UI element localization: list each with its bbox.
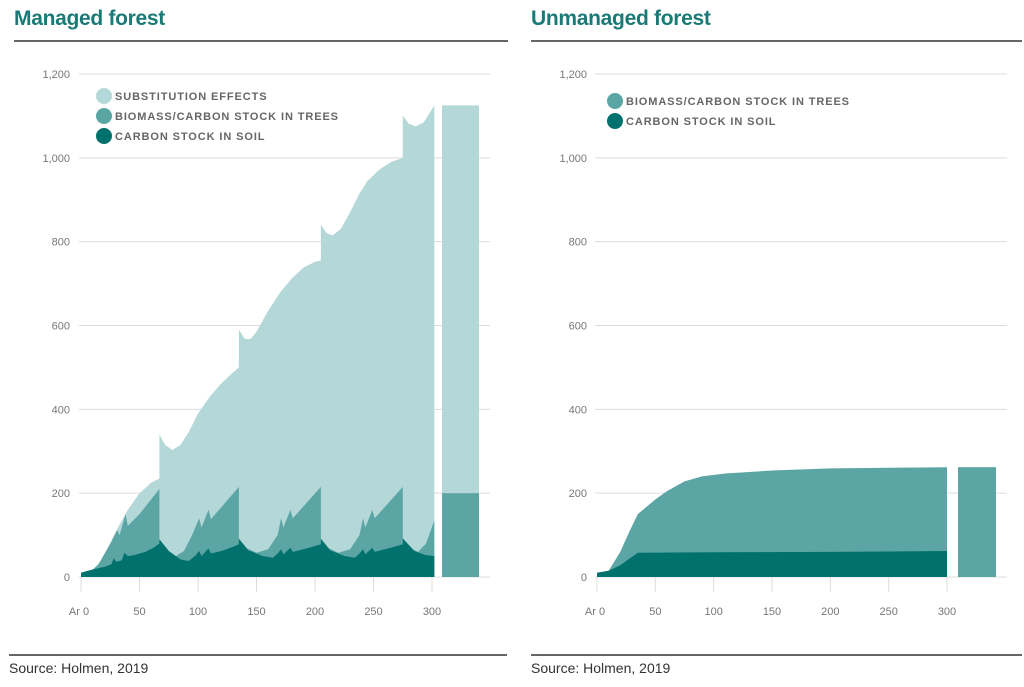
x-tick-label: 300 (423, 606, 441, 618)
y-tick-label: 400 (52, 404, 70, 416)
legend-label: CARBON STOCK IN SOIL (626, 116, 776, 128)
y-tick-label: 0 (581, 572, 587, 584)
managed-forest-title: Managed forest (14, 7, 165, 30)
x-tick-label: 250 (879, 606, 897, 618)
y-tick-label: 800 (52, 237, 70, 249)
legend-label: BIOMASS/CARBON STOCK IN TREES (626, 96, 850, 108)
legend-swatch-soil (607, 113, 623, 129)
x-tick-label: 200 (821, 606, 839, 618)
source-note-right: Source: Holmen, 2019 (531, 660, 671, 676)
title-divider-left (14, 40, 508, 42)
x-tick-label: 150 (763, 606, 781, 618)
area-soil (81, 538, 435, 577)
area-trees (597, 467, 947, 577)
source-note-left: Source: Holmen, 2019 (9, 660, 149, 676)
x-tick-label: 150 (247, 606, 265, 618)
y-tick-label: 600 (52, 321, 70, 333)
y-tick-label: 1,000 (42, 153, 70, 165)
x-tick-label: Ar 0 (69, 606, 89, 618)
y-tick-label: 1,200 (42, 69, 70, 81)
source-divider-right (531, 654, 1022, 656)
x-tick-label: 300 (938, 606, 956, 618)
y-tick-label: 1,200 (559, 69, 587, 81)
area-soil (597, 551, 947, 577)
x-tick-label: 200 (306, 606, 324, 618)
total-bar-trees (442, 493, 479, 577)
legend-label: SUBSTITUTION EFFECTS (115, 91, 267, 103)
source-divider-left (9, 654, 507, 656)
x-tick-label: 50 (133, 606, 145, 618)
x-tick-label: Ar 0 (585, 606, 605, 618)
total-bar-trees (958, 467, 996, 577)
title-divider-right (531, 40, 1022, 42)
area-substitution (81, 105, 435, 578)
x-tick-label: 100 (704, 606, 722, 618)
legend-swatch-substitution (96, 88, 112, 104)
y-tick-label: 600 (569, 321, 587, 333)
legend-swatch-trees (96, 108, 112, 124)
y-tick-label: 400 (569, 404, 587, 416)
x-tick-label: 50 (649, 606, 661, 618)
legend-label: CARBON STOCK IN SOIL (115, 131, 265, 143)
legend-swatch-soil (96, 128, 112, 144)
y-tick-label: 0 (64, 572, 70, 584)
y-tick-label: 200 (569, 488, 587, 500)
legend-label: BIOMASS/CARBON STOCK IN TREES (115, 111, 339, 123)
y-tick-label: 800 (569, 237, 587, 249)
x-tick-label: 250 (364, 606, 382, 618)
unmanaged-forest-title: Unmanaged forest (531, 7, 711, 30)
legend-swatch-trees (607, 93, 623, 109)
y-tick-label: 1,000 (559, 153, 587, 165)
x-tick-label: 100 (189, 606, 207, 618)
total-bar-substitution (442, 105, 479, 494)
y-tick-label: 200 (52, 488, 70, 500)
